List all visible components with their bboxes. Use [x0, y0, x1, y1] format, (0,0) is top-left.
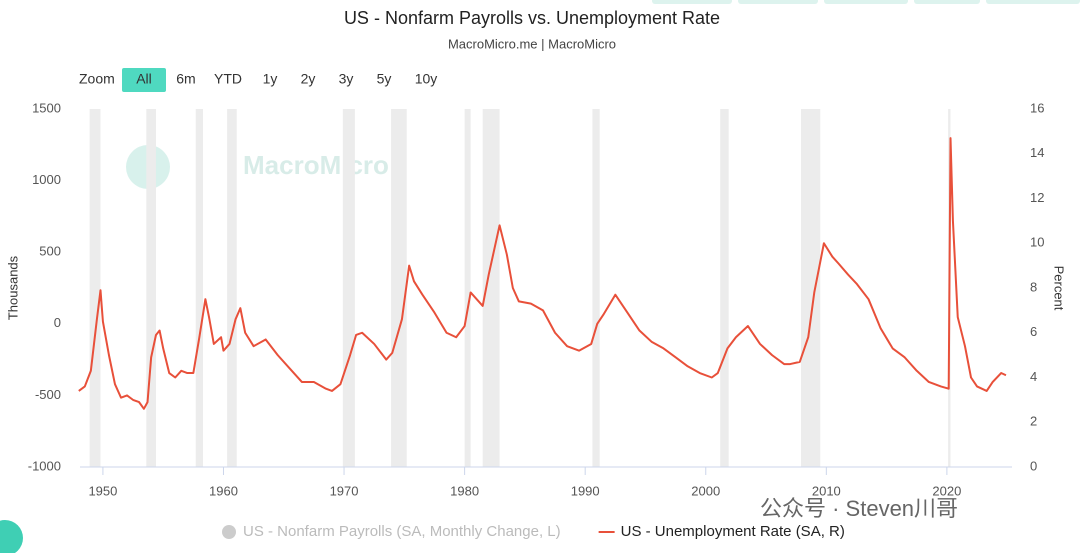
- x-tick-label: 1990: [571, 483, 600, 498]
- recession-band: [146, 109, 156, 467]
- y-tick-label: 1500: [32, 100, 61, 115]
- y2-tick-label: 4: [1030, 369, 1037, 384]
- range-button[interactable]: 2y: [301, 71, 316, 87]
- recession-band: [195, 109, 203, 467]
- recession-band: [391, 109, 407, 467]
- x-tick-label: 1980: [450, 483, 479, 498]
- range-button[interactable]: 5y: [377, 71, 392, 87]
- x-tick-label: 2000: [691, 483, 720, 498]
- chart-title: US - Nonfarm Payrolls vs. Unemployment R…: [344, 8, 720, 28]
- range-button[interactable]: 3y: [339, 71, 354, 87]
- chart-subtitle: MacroMicro.me | MacroMicro: [448, 36, 616, 51]
- x-tick-label: 2020: [932, 483, 961, 498]
- range-button[interactable]: 6m: [176, 71, 195, 87]
- y-tick-label: 500: [39, 244, 61, 259]
- y-tick-label: -500: [35, 387, 61, 402]
- watermark: MacroMicro: [243, 150, 389, 180]
- range-button-bg: [122, 68, 166, 92]
- y-tick-label: 1000: [32, 172, 61, 187]
- x-tick-label: 1970: [330, 483, 359, 498]
- range-button[interactable]: All: [136, 71, 152, 87]
- recession-band: [482, 109, 500, 467]
- legend-label[interactable]: US - Unemployment Rate (SA, R): [621, 523, 845, 540]
- zoom-label: Zoom: [79, 71, 115, 87]
- recession-band: [342, 109, 355, 467]
- x-tick-label: 1960: [209, 483, 238, 498]
- y-tick-label: 0: [54, 315, 61, 330]
- recession-band: [227, 109, 237, 467]
- y2-tick-label: 2: [1030, 414, 1037, 429]
- footer-watermark: 公众号 · Steven川哥: [760, 496, 958, 521]
- recession-band: [801, 109, 821, 467]
- y2-tick-label: 16: [1030, 100, 1044, 115]
- recession-band: [89, 109, 101, 467]
- y2-tick-label: 8: [1030, 279, 1037, 294]
- y2-tick-label: 0: [1030, 458, 1037, 473]
- y-tick-label: -1000: [28, 458, 61, 473]
- x-tick-label: 2010: [812, 483, 841, 498]
- range-button[interactable]: YTD: [214, 71, 242, 87]
- series-line: [78, 137, 1007, 410]
- recession-band: [592, 109, 600, 467]
- legend-label[interactable]: US - Nonfarm Payrolls (SA, Monthly Chang…: [243, 523, 561, 540]
- corner-button[interactable]: [0, 520, 23, 553]
- y2-tick-label: 10: [1030, 235, 1044, 250]
- y2-tick-label: 12: [1030, 190, 1044, 205]
- range-button[interactable]: 1y: [263, 71, 278, 87]
- range-button[interactable]: 10y: [415, 71, 438, 87]
- recession-band: [464, 109, 471, 467]
- y2-tick-label: 6: [1030, 324, 1037, 339]
- top-tabs: [652, 0, 1080, 4]
- y2-axis-title: Percent: [1052, 266, 1067, 311]
- x-tick-label: 1950: [88, 483, 117, 498]
- recession-band: [720, 109, 729, 467]
- y-axis-title: Thousands: [5, 255, 20, 320]
- legend-marker: [222, 525, 236, 539]
- y2-tick-label: 14: [1030, 145, 1044, 160]
